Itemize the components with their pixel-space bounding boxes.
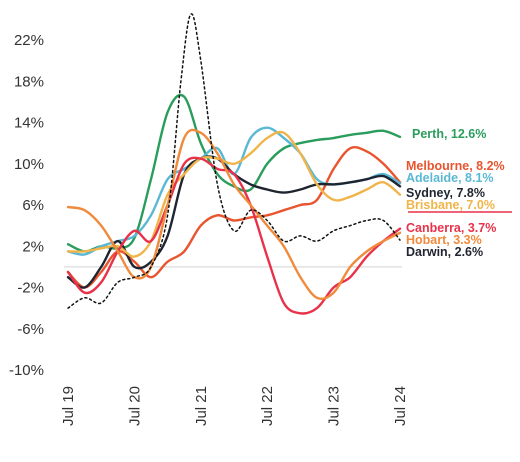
end-label-canberra: Canberra, 3.7% [406,221,496,235]
end-label-melbourne: Melbourne, 8.2% [406,159,505,173]
end-label-brisbane: Brisbane, 7.0% [406,198,495,212]
x-tick-label: Jul 22 [259,386,276,426]
y-axis-ticks: 22% 18% 14% 10% 6% 2% -2% -6% -10% [9,32,44,379]
series-line-darwin [67,13,401,309]
x-tick-label: Jul 19 [60,386,77,426]
x-tick-label: Jul 20 [126,386,143,426]
x-tick-label: Jul 23 [326,386,343,426]
y-tick-label: 10% [14,156,44,173]
y-tick-label: -6% [17,321,44,338]
series-line-melbourne [66,145,402,289]
y-tick-label: 6% [22,197,44,214]
end-label-hobart: Hobart, 3.3% [406,233,482,247]
end-label-sydney: Sydney, 7.8% [406,186,485,200]
y-tick-label: 18% [14,73,44,90]
end-label-perth: Perth, 12.6% [412,127,486,141]
series-line-brisbane [66,130,402,258]
end-label-darwin: Darwin, 2.6% [406,245,483,259]
series-end-labels: Perth, 12.6% Melbourne, 8.2%Adelaide, 8.1… [406,127,512,259]
y-tick-label: 2% [22,238,44,255]
series-line-adelaide [66,126,402,256]
y-tick-label: 14% [14,115,44,132]
x-tick-label: Jul 24 [392,386,409,426]
y-tick-label: -2% [17,280,44,297]
x-axis-ticks: Jul 19 Jul 20 Jul 21 Jul 22 Jul 23 Jul 24 [60,386,409,426]
x-tick-label: Jul 21 [193,386,210,426]
series-line-canberra [66,156,402,315]
y-tick-label: -10% [9,362,44,379]
end-label-adelaide: Adelaide, 8.1% [406,171,494,185]
series-lines [66,13,402,315]
series-line-hobart [66,128,402,301]
y-tick-label: 22% [14,32,44,49]
